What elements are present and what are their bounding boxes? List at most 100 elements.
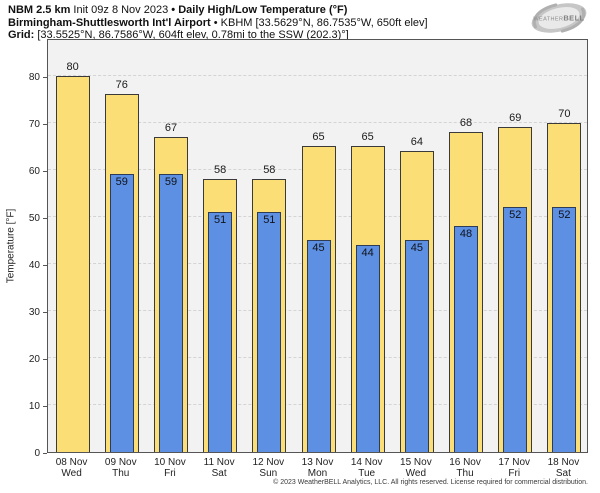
model-name: NBM 2.5 km [8, 4, 71, 16]
x-tick-date: 18 Nov [547, 457, 580, 468]
y-tick-label: 50 [28, 212, 40, 224]
weatherbell-logo: WEATHERBELL [526, 1, 592, 35]
low-bar: 45 [306, 240, 331, 452]
y-tick-label: 30 [28, 306, 40, 318]
x-tick-label: 12 Nov Sun [236, 457, 300, 479]
low-bar: 59 [158, 174, 183, 452]
high-value-label: 68 [459, 117, 473, 130]
low-value-label: 52 [509, 209, 522, 222]
low-value-label: 52 [558, 209, 571, 222]
header-line-3: Grid: [33.5525°N, 86.7586°W, 604ft elev,… [8, 29, 428, 42]
x-tick-date: 08 Nov [55, 457, 88, 468]
high-value-label: 70 [558, 107, 571, 120]
x-tick-label: 13 Nov Mon [286, 457, 350, 479]
low-bar: 51 [208, 212, 233, 452]
x-tick-date: 16 Nov [449, 457, 481, 468]
x-tick-weekday: Sat [211, 468, 227, 479]
y-tick-mark [43, 358, 47, 360]
x-tick-label: 09 Nov Thu [89, 457, 153, 479]
hurricane-swirl-icon: WEATHERBELL [531, 3, 587, 33]
product-title: Daily High/Low Temperature (°F) [178, 4, 348, 16]
high-value-label: 58 [263, 164, 276, 177]
x-tick-date: 09 Nov [104, 457, 137, 468]
x-tick-label: 15 Nov Wed [384, 457, 448, 479]
x-tick-date: 17 Nov [498, 457, 531, 468]
bullet-separator: • [213, 16, 218, 29]
y-tick-mark [43, 264, 47, 266]
x-tick-label: 18 Nov Sat [531, 457, 595, 479]
x-tick-label: 08 Nov Wed [40, 457, 104, 479]
low-bar: 52 [552, 207, 577, 452]
low-value-label: 51 [263, 214, 276, 227]
high-value-label: 80 [66, 60, 79, 73]
x-tick-date: 11 Nov [203, 457, 235, 468]
x-tick-label: 14 Nov Tue [335, 457, 399, 479]
high-value-label: 58 [214, 164, 227, 177]
svg-text:WEATHERBELL: WEATHERBELL [533, 14, 584, 23]
y-tick-mark [43, 76, 47, 78]
y-tick-label: 80 [28, 71, 40, 83]
init-time: Init 09z 8 Nov 2023 [73, 4, 169, 16]
y-tick-label: 20 [28, 353, 40, 365]
x-tick-date: 15 Nov [400, 457, 432, 468]
low-value-label: 59 [164, 176, 178, 189]
low-value-label: 44 [361, 247, 374, 259]
y-tick-mark [43, 123, 47, 125]
gridline [48, 74, 587, 76]
logo-text-weather: WEATHER [533, 17, 563, 23]
y-tick-label: 10 [28, 400, 40, 412]
low-bar: 45 [404, 240, 429, 452]
copyright-notice: © 2023 WeatherBELL Analytics, LLC. All r… [273, 479, 588, 486]
x-tick-date: 14 Nov [350, 457, 383, 468]
high-value-label: 76 [115, 79, 128, 92]
high-value-label: 67 [164, 121, 178, 134]
chart-header: NBM 2.5 km Init 09z 8 Nov 2023 • Daily H… [8, 4, 428, 42]
y-tick-label: 0 [34, 448, 40, 459]
grid-label: Grid: [8, 29, 35, 41]
y-tick-label: 60 [28, 165, 40, 177]
x-tick-weekday: Sun [259, 468, 278, 479]
x-tick-weekday: Thu [112, 468, 130, 479]
low-bar: 59 [109, 174, 134, 452]
y-tick-mark [43, 453, 47, 454]
x-tick-weekday: Wed [405, 468, 427, 479]
low-value-label: 48 [459, 228, 473, 241]
high-value-label: 65 [312, 131, 325, 144]
x-tick-weekday: Thu [456, 468, 474, 479]
x-tick-weekday: Tue [358, 468, 376, 479]
y-tick-mark [43, 405, 47, 407]
y-tick-label: 70 [28, 118, 40, 130]
logo-text-bell: BELL [563, 14, 584, 23]
grid-detail: [33.5525°N, 86.7586°W, 604ft elev, 0.78m… [37, 29, 349, 41]
high-value-label: 65 [361, 131, 374, 144]
x-tick-date: 12 Nov [252, 457, 285, 468]
plot-area: 80 76 59 67 59 58 51 58 51 65 45 65 44 64 45 68 48 69 52 70… [47, 39, 588, 453]
y-tick-mark [43, 170, 47, 172]
header-line-2: Birmingham-Shuttlesworth Int'l Airport •… [8, 17, 428, 30]
bullet-separator: • [171, 4, 176, 16]
y-tick-label: 40 [28, 259, 40, 271]
x-tick-weekday: Fri [164, 468, 176, 479]
station-name: Birmingham-Shuttlesworth Int'l Airport [8, 16, 211, 29]
low-bar: 48 [454, 226, 479, 452]
x-tick-date: 10 Nov [154, 457, 186, 468]
low-value-label: 45 [312, 242, 325, 255]
x-tick-weekday: Wed [61, 468, 82, 479]
low-value-label: 45 [410, 242, 423, 255]
y-tick-mark [43, 311, 47, 313]
low-value-label: 59 [115, 176, 128, 189]
gridline [48, 121, 587, 123]
x-tick-label: 17 Nov Fri [482, 457, 546, 479]
x-tick-label: 16 Nov Thu [433, 457, 497, 479]
station-detail: KBHM [33.5629°N, 86.7535°W, 650ft elev] [220, 16, 428, 29]
x-tick-weekday: Sat [555, 468, 571, 479]
x-tick-weekday: Mon [307, 468, 328, 479]
low-bar: 51 [257, 212, 282, 452]
x-tick-date: 13 Nov [301, 457, 334, 468]
x-tick-label: 10 Nov Fri [138, 457, 202, 479]
low-bar: 44 [355, 245, 380, 452]
x-tick-label: 11 Nov Sat [187, 457, 251, 479]
header-line-1: NBM 2.5 km Init 09z 8 Nov 2023 • Daily H… [8, 4, 428, 17]
low-value-label: 51 [214, 214, 227, 227]
